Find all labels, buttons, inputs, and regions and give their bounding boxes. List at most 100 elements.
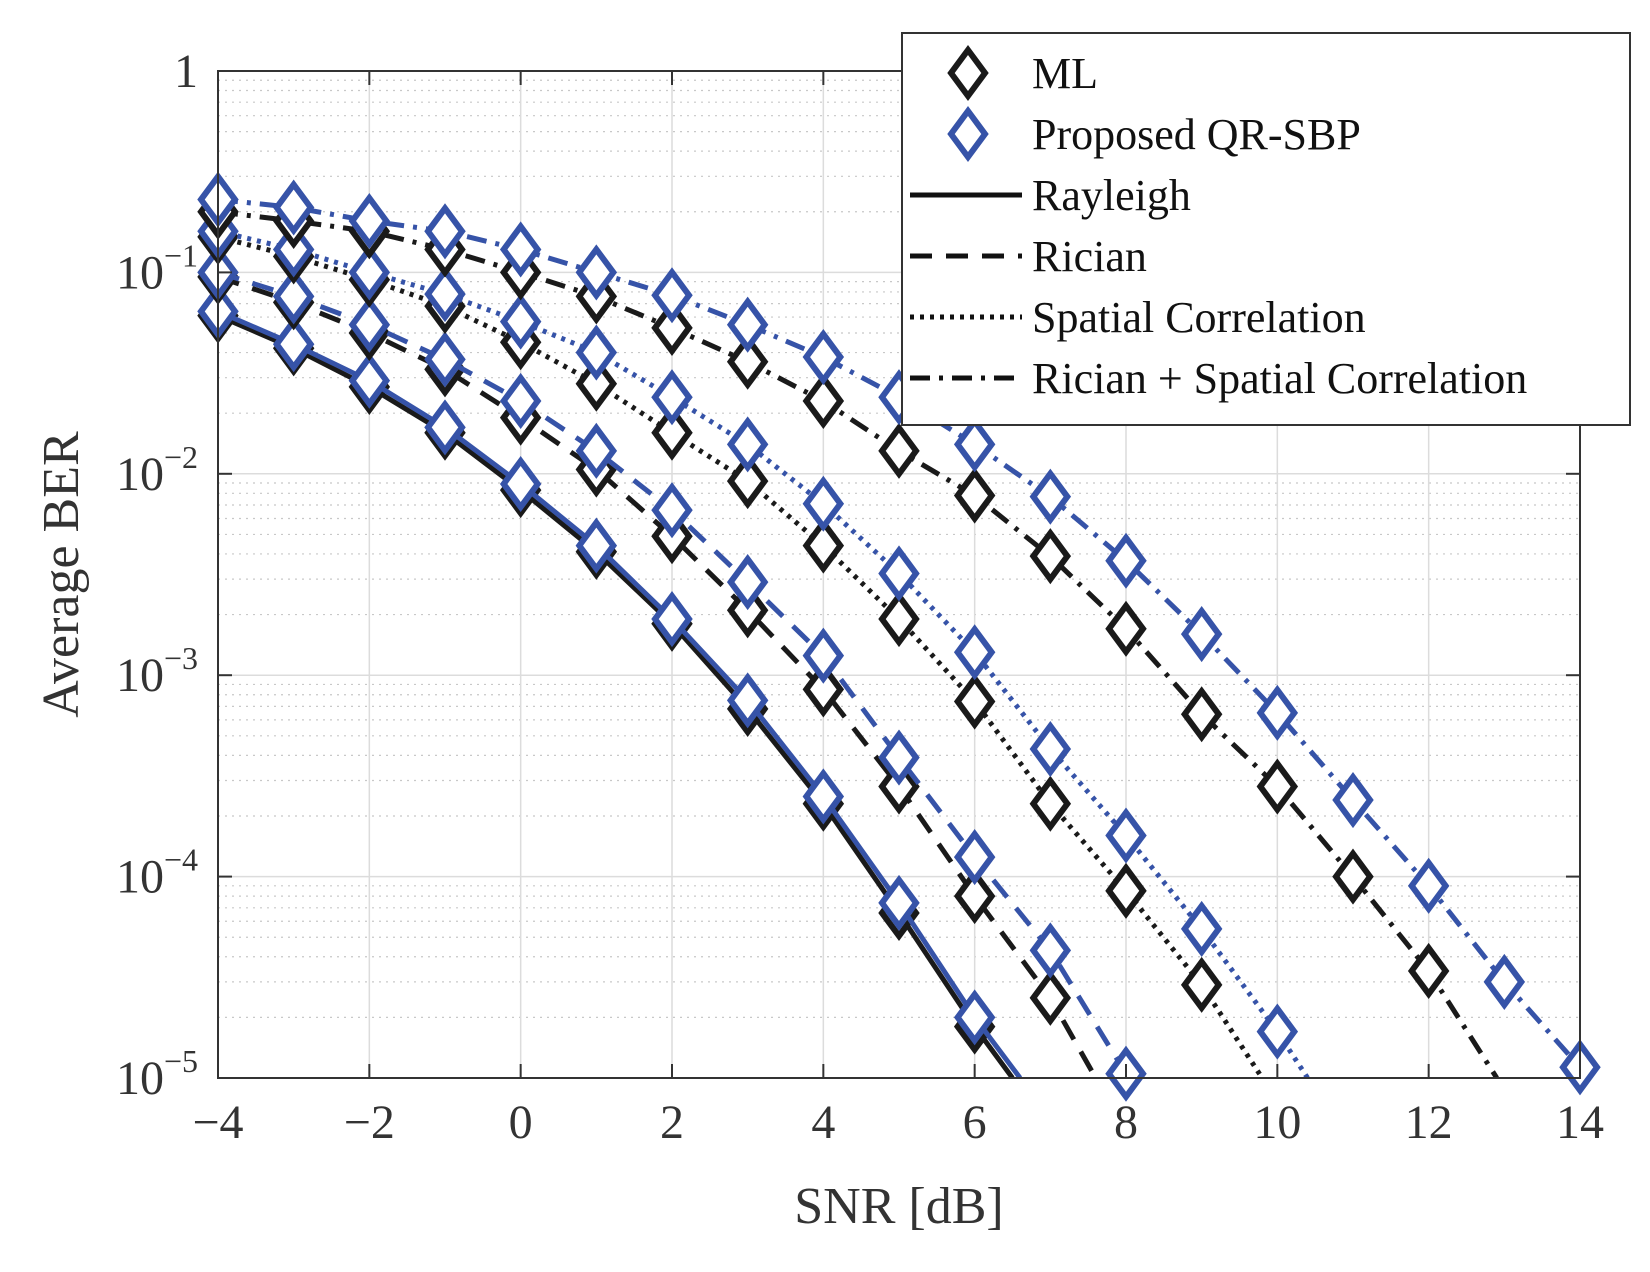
data-point-marker: [953, 989, 996, 1046]
data-point-marker: [499, 293, 542, 350]
legend-label: Rayleigh: [1032, 171, 1191, 220]
x-tick-label: 14: [1556, 1096, 1604, 1149]
data-point-marker: [651, 591, 693, 648]
x-tick-label: −4: [192, 1096, 243, 1149]
x-axis-label: SNR [dB]: [794, 1178, 1003, 1235]
series-proposed-qr-sbp-spatial-correlation: [197, 203, 1310, 1078]
data-point-marker: [348, 352, 391, 409]
data-point-marker: [953, 624, 996, 681]
data-point-marker: [1029, 969, 1072, 1026]
y-tick-label: 10−3: [116, 640, 198, 702]
x-axis-ticks: −4 −2 0 2 4 6 8 10 12 14: [192, 71, 1604, 1149]
data-point-marker: [802, 328, 845, 386]
data-point-marker: [726, 582, 769, 639]
series-proposed-qr-sbp-rayleigh: [197, 283, 1023, 1078]
legend-label: ML: [1032, 49, 1098, 98]
legend: ML Proposed QR-SBP Rayleigh Rician Spatial C…: [901, 32, 1631, 426]
data-point-marker: [878, 591, 920, 648]
legend-label: Spatial Correlation: [1032, 293, 1366, 342]
data-point-marker: [651, 369, 693, 426]
data-point-marker: [272, 316, 315, 373]
data-point-marker: [878, 422, 920, 479]
data-point-marker: [1105, 600, 1147, 657]
series-line: [218, 228, 1310, 1078]
data-point-marker: [1029, 528, 1072, 585]
y-axis-ticks: 1 10−1 10−2 10−3 10−4 10−5: [116, 45, 1580, 1105]
data-point-marker: [348, 296, 391, 353]
data-point-marker: [1332, 771, 1374, 829]
data-point-marker: [726, 554, 769, 611]
data-point-marker: [726, 296, 769, 353]
y-tick-label: 10−1: [116, 237, 198, 299]
legend-marker-icon: [947, 44, 989, 102]
data-point-marker: [878, 729, 920, 786]
data-point-marker: [499, 372, 542, 429]
data-point-marker: [1180, 686, 1223, 743]
legend-box: [901, 32, 1631, 426]
data-point-marker: [499, 455, 542, 513]
x-tick-label: 0: [509, 1096, 533, 1149]
data-point-marker: [499, 221, 542, 278]
data-point-marker: [953, 673, 996, 730]
x-tick-label: 10: [1253, 1096, 1301, 1149]
legend-label: Rician: [1032, 232, 1147, 281]
data-point-marker: [1105, 807, 1147, 864]
data-point-marker: [1105, 862, 1147, 919]
data-point-marker: [272, 179, 315, 236]
data-point-marker: [575, 244, 618, 301]
data-point-marker: [348, 192, 391, 250]
legend-label: Proposed QR-SBP: [1032, 110, 1361, 159]
y-tick-label: 10−4: [116, 842, 198, 904]
data-point-marker: [1029, 922, 1072, 979]
data-point-marker: [1029, 468, 1072, 525]
data-point-marker: [726, 453, 769, 510]
data-point-marker: [953, 416, 996, 473]
data-point-marker: [651, 404, 693, 461]
data-point-marker: [1407, 857, 1450, 914]
data-point-marker: [1256, 758, 1299, 815]
data-point-marker: [953, 868, 996, 925]
data-point-marker: [1256, 1003, 1299, 1060]
data-point-marker: [802, 768, 845, 825]
y-tick-label: 10−2: [116, 439, 198, 501]
x-tick-label: 8: [1114, 1096, 1138, 1149]
data-point-marker: [878, 874, 920, 931]
data-point-marker: [878, 758, 920, 815]
data-point-marker: [1407, 942, 1450, 1000]
data-point-marker: [575, 324, 618, 381]
data-point-marker: [272, 221, 315, 278]
data-point-marker: [424, 266, 466, 323]
series-layer: [197, 171, 1601, 1102]
data-point-marker: [802, 475, 845, 532]
plot-area-frame: [217, 70, 1581, 1079]
data-point-marker: [802, 627, 845, 684]
data-point-marker: [651, 299, 693, 356]
data-point-marker: [953, 829, 996, 886]
data-point-marker: [272, 268, 315, 325]
legend-label: Rician + Spatial Correlation: [1032, 354, 1527, 403]
data-point-marker: [575, 517, 618, 574]
data-point-marker: [575, 355, 618, 412]
data-point-marker: [424, 399, 466, 456]
data-point-marker: [1483, 953, 1526, 1010]
x-tick-label: −2: [344, 1096, 395, 1149]
data-point-marker: [878, 545, 920, 602]
data-point-marker: [802, 517, 845, 574]
data-point-marker: [726, 416, 769, 473]
y-tick-label: 1: [174, 45, 198, 98]
data-point-marker: [651, 482, 693, 539]
x-tick-label: 6: [963, 1096, 987, 1149]
data-point-marker: [1180, 606, 1223, 663]
data-point-marker: [726, 333, 769, 390]
data-point-marker: [953, 467, 996, 524]
data-point-marker: [1029, 720, 1072, 778]
data-point-marker: [1029, 775, 1072, 832]
series-proposed-qr-sbp-rician: [197, 244, 1147, 1102]
x-tick-label: 2: [660, 1096, 684, 1149]
data-point-marker: [424, 203, 466, 260]
data-point-marker: [802, 372, 845, 429]
legend-marker-icon: [947, 105, 989, 163]
y-axis-label: Average BER: [33, 431, 90, 718]
data-point-marker: [802, 661, 845, 718]
